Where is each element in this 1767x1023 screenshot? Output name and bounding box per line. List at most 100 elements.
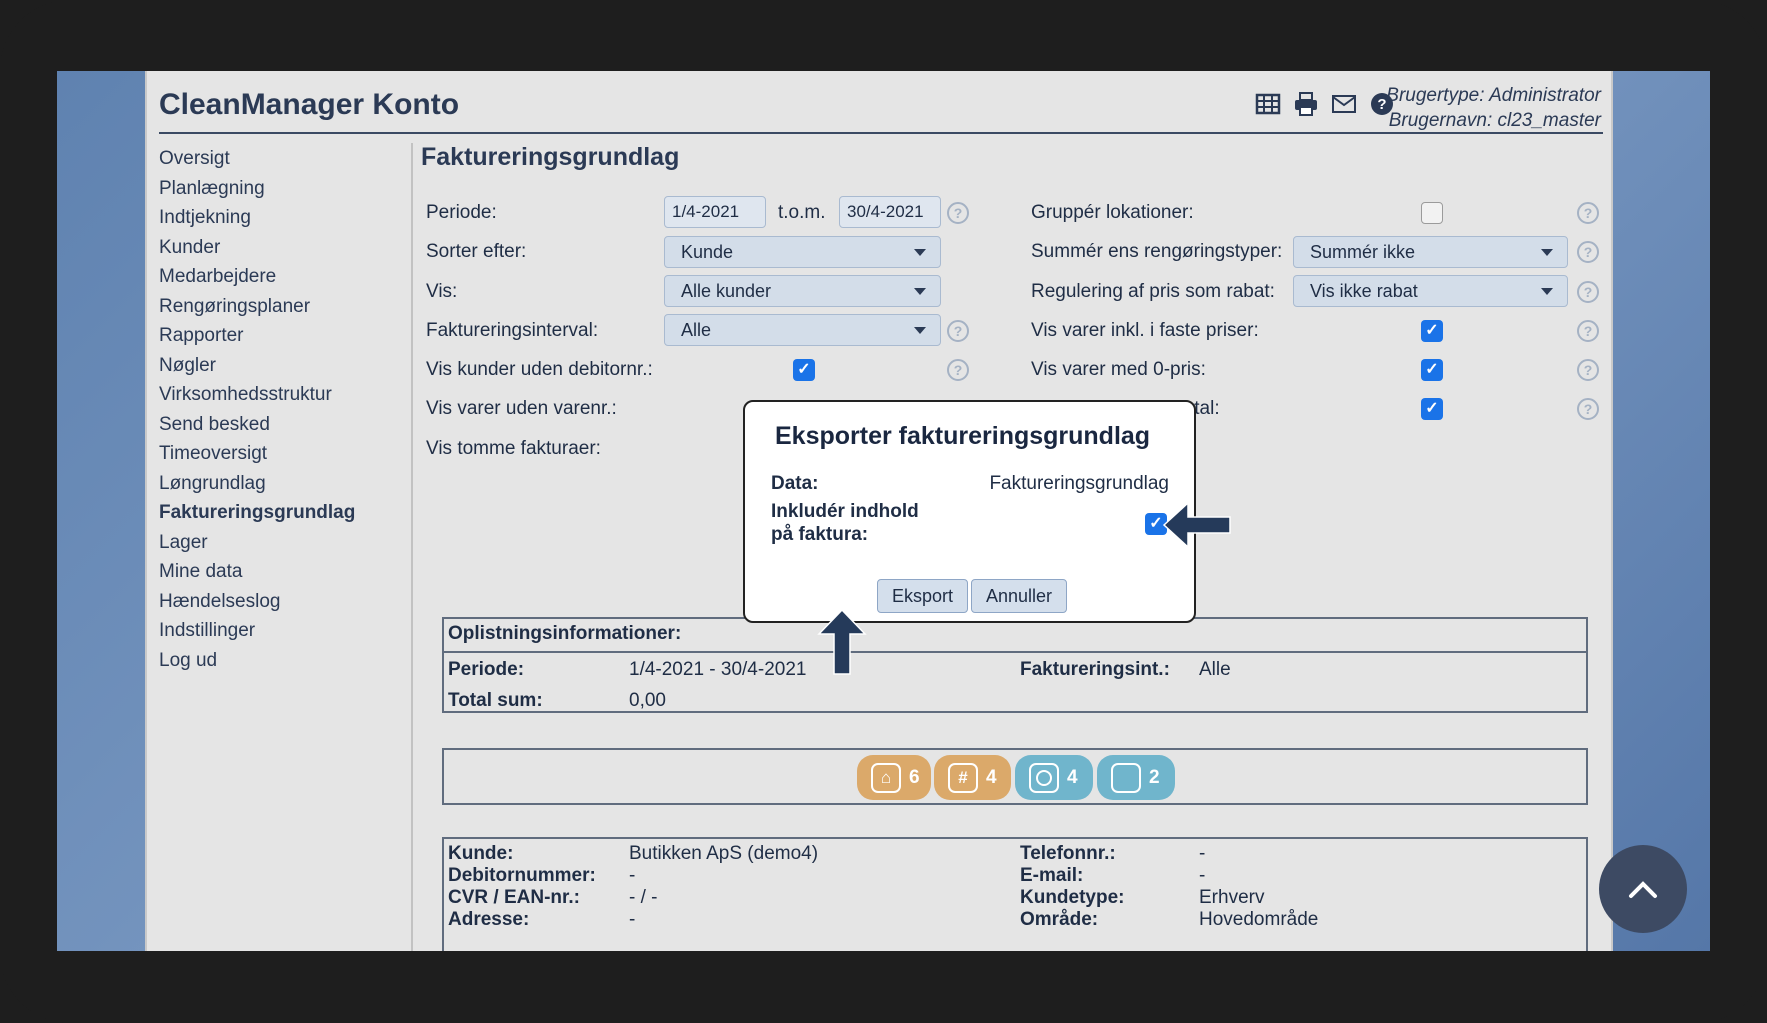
sidebar-item-virksomhedsstruktur[interactable]: Virksomhedsstruktur bbox=[159, 384, 332, 405]
nulantal-checkbox[interactable]: ✓ bbox=[1421, 398, 1443, 420]
debitor-label: Debitornummer: bbox=[448, 865, 596, 886]
sidebar-item-indtjekning[interactable]: Indtjekning bbox=[159, 207, 251, 228]
badge-count: 2 bbox=[1149, 766, 1160, 788]
help-icon[interactable]: ? bbox=[1577, 359, 1599, 381]
kunde-value: Butikken ApS (demo4) bbox=[629, 843, 819, 864]
info-interval-label: Faktureringsint.: bbox=[1020, 659, 1170, 680]
include-checkbox[interactable]: ✓ bbox=[1145, 513, 1167, 535]
arrow-left-icon bbox=[1162, 501, 1231, 549]
page-title: Faktureringsgrundlag bbox=[421, 143, 680, 171]
badge-count: 4 bbox=[986, 766, 997, 788]
cvr-value: - / - bbox=[629, 887, 658, 908]
period-from-input[interactable]: 1/4-2021 bbox=[664, 196, 766, 228]
include-label-line2: på faktura: bbox=[771, 523, 869, 545]
sorter-select[interactable]: Kunde bbox=[664, 236, 941, 268]
sidebar-divider bbox=[411, 143, 413, 951]
export-dialog: Eksporter faktureringsgrundlag Data: Fak… bbox=[743, 400, 1196, 623]
adresse-value: - bbox=[629, 909, 636, 930]
sidebar-item-medarbejdere[interactable]: Medarbejdere bbox=[159, 266, 277, 287]
dialog-title: Eksporter faktureringsgrundlag bbox=[775, 422, 1151, 450]
main-panel: CleanManager Konto ? Brugertype: Adminis… bbox=[145, 71, 1613, 951]
sidebar-item-kunder[interactable]: Kunder bbox=[159, 236, 221, 258]
badge-hash[interactable]: #4 bbox=[934, 755, 1011, 800]
interval-select[interactable]: Alle bbox=[664, 314, 941, 346]
uden-debitor-label: Vis kunder uden debitornr.: bbox=[426, 359, 653, 380]
circle-icon bbox=[1029, 762, 1059, 793]
user-name: Brugernavn: cl23_master bbox=[1388, 110, 1601, 131]
home-icon: ⌂ bbox=[871, 762, 901, 793]
regulering-select[interactable]: Vis ikke rabat bbox=[1293, 275, 1568, 307]
sidebar-item-mine-data[interactable]: Mine data bbox=[159, 561, 243, 582]
export-button[interactable]: Eksport bbox=[877, 579, 968, 613]
badges-box: ⌂ 6 #4 4 2 bbox=[442, 748, 1588, 805]
scroll-top-button[interactable] bbox=[1599, 845, 1687, 933]
adresse-label: Adresse: bbox=[448, 909, 530, 930]
help-icon[interactable]: ? bbox=[1577, 241, 1599, 263]
help-icon[interactable]: ? bbox=[1577, 281, 1599, 303]
info-divider bbox=[444, 651, 1586, 653]
sidebar-item-rapporter[interactable]: Rapporter bbox=[159, 325, 244, 346]
help-icon[interactable]: ? bbox=[947, 202, 969, 224]
omraade-value: Hovedområde bbox=[1199, 909, 1319, 930]
nulpris-checkbox[interactable]: ✓ bbox=[1421, 359, 1443, 381]
help-icon[interactable]: ? bbox=[1577, 202, 1599, 224]
cvr-label: CVR / EAN-nr.: bbox=[448, 887, 580, 908]
info-periode-label: Periode: bbox=[448, 659, 525, 680]
telefon-value: - bbox=[1199, 843, 1206, 864]
info-total-label: Total sum: bbox=[448, 690, 543, 711]
badge-circle[interactable]: 4 bbox=[1015, 755, 1093, 800]
period-to-input[interactable]: 30/4-2021 bbox=[839, 196, 941, 228]
sidebar-item-send-besked[interactable]: Send besked bbox=[159, 413, 270, 435]
help-icon[interactable]: ? bbox=[947, 359, 969, 381]
svg-text:?: ? bbox=[1377, 96, 1386, 113]
kundetype-value: Erhverv bbox=[1199, 887, 1265, 908]
sidebar-item-rengoeringsplaner[interactable]: Rengøringsplaner bbox=[159, 295, 311, 317]
help-icon[interactable]: ? bbox=[947, 320, 969, 342]
square-icon bbox=[1111, 762, 1141, 793]
customer-box: Kunde: Butikken ApS (demo4) Debitornumme… bbox=[442, 837, 1588, 951]
badge-home[interactable]: ⌂ 6 bbox=[857, 755, 931, 800]
include-label-line1: Inkludér indhold bbox=[771, 501, 919, 522]
badge-count: 6 bbox=[909, 766, 920, 788]
help-icon[interactable]: ? bbox=[1577, 398, 1599, 420]
mail-icon[interactable] bbox=[1331, 91, 1357, 117]
summer-select[interactable]: Summér ikke bbox=[1293, 236, 1568, 268]
vis-label: Vis: bbox=[426, 281, 458, 302]
uden-debitor-checkbox[interactable]: ✓ bbox=[793, 359, 815, 381]
listing-info-box: Oplistningsinformationer: Periode: 1/4-2… bbox=[442, 617, 1588, 713]
periode-label: Periode: bbox=[426, 202, 497, 223]
hash-icon: # bbox=[948, 762, 978, 793]
help-icon[interactable]: ? bbox=[1369, 91, 1395, 117]
email-value: - bbox=[1199, 865, 1206, 886]
print-icon[interactable] bbox=[1293, 91, 1319, 117]
sidebar-item-noegler[interactable]: Nøgler bbox=[159, 354, 217, 376]
kundetype-label: Kundetype: bbox=[1020, 887, 1125, 908]
badge-square[interactable]: 2 bbox=[1097, 755, 1175, 800]
sidebar-item-planlaegning[interactable]: Planlægning bbox=[159, 177, 265, 199]
chevron-up-icon bbox=[1629, 881, 1657, 898]
dialog-data-label: Data: bbox=[771, 473, 819, 494]
user-info: Brugertype: Administrator Brugernavn: cl… bbox=[1386, 83, 1601, 133]
sidebar-item-log-ud[interactable]: Log ud bbox=[159, 649, 218, 671]
sidebar-item-oversigt[interactable]: Oversigt bbox=[159, 148, 230, 169]
sidebar-item-loengrundlag[interactable]: Løngrundlag bbox=[159, 472, 266, 494]
sidebar-item-lager[interactable]: Lager bbox=[159, 531, 208, 553]
sidebar-item-faktureringsgrundlag[interactable]: Faktureringsgrundlag bbox=[159, 502, 356, 523]
badge-count: 4 bbox=[1067, 766, 1078, 788]
faste-checkbox[interactable]: ✓ bbox=[1421, 320, 1443, 342]
help-icon[interactable]: ? bbox=[1577, 320, 1599, 342]
vis-select[interactable]: Alle kunder bbox=[664, 275, 941, 307]
screen: CleanManager Konto ? Brugertype: Adminis… bbox=[57, 71, 1710, 951]
sidebar-item-haendelseslog[interactable]: Hændelseslog bbox=[159, 590, 281, 612]
sidebar-item-indstillinger[interactable]: Indstillinger bbox=[159, 620, 256, 641]
dialog-include-label: Inkludér indhold på faktura: bbox=[771, 501, 919, 546]
faste-label: Vis varer inkl. i faste priser: bbox=[1031, 320, 1259, 341]
sidebar-item-timeoversigt[interactable]: Timeoversigt bbox=[159, 443, 268, 464]
grupper-checkbox[interactable] bbox=[1421, 202, 1443, 224]
sorter-label: Sorter efter: bbox=[426, 241, 527, 262]
telefon-label: Telefonnr.: bbox=[1020, 843, 1116, 864]
sidebar: Oversigt Planlægning Indtjekning Kunder … bbox=[159, 144, 355, 675]
table-icon[interactable] bbox=[1255, 91, 1281, 117]
cancel-button[interactable]: Annuller bbox=[971, 579, 1067, 613]
info-header: Oplistningsinformationer: bbox=[448, 623, 682, 644]
